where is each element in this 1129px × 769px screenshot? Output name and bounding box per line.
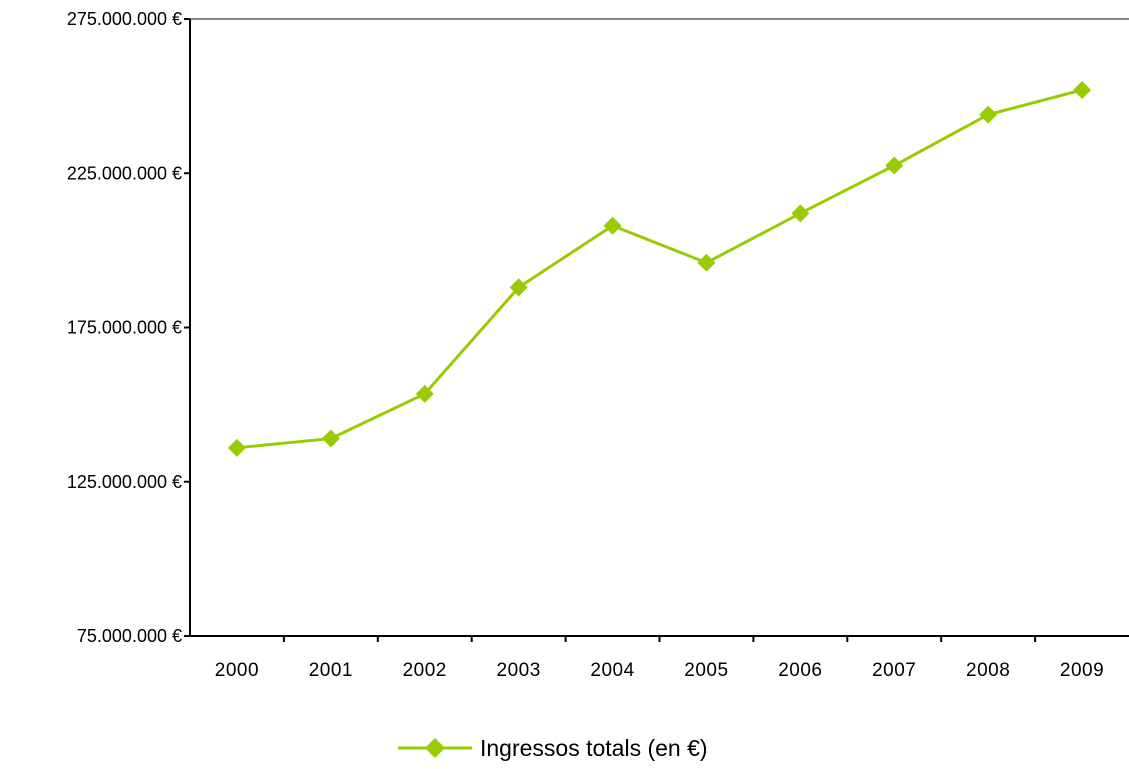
x-tick-label: 2007: [872, 660, 916, 681]
data-point-marker: [603, 216, 622, 235]
data-point-marker: [415, 384, 434, 403]
data-point-marker: [697, 253, 716, 272]
y-tick-label: 225.000.000 €: [67, 163, 182, 183]
legend-label: Ingressos totals (en €): [480, 735, 708, 761]
data-point-marker: [791, 204, 810, 223]
data-point-marker: [509, 278, 528, 297]
x-tick-label: 2002: [403, 660, 447, 681]
x-tick-label: 2004: [590, 660, 634, 681]
x-axis-ticks: 2000 2001 2002 2003 2004 2005 2006 2007 2008 2009: [215, 636, 1104, 681]
x-tick-label: 2003: [497, 660, 541, 681]
legend-diamond-marker: [425, 738, 445, 758]
x-tick-label: 2009: [1060, 660, 1104, 681]
data-point-marker: [1073, 80, 1092, 99]
series-line: [236, 88, 1083, 450]
x-tick-label: 2008: [966, 660, 1010, 681]
data-point-marker: [979, 105, 998, 124]
data-point-marker: [227, 438, 246, 457]
x-tick-label: 2005: [684, 660, 728, 681]
x-tick-label: 2006: [778, 660, 822, 681]
x-tick-label: 2001: [309, 660, 353, 681]
y-tick-label: 125.000.000 €: [67, 472, 182, 492]
data-point-marker: [885, 156, 904, 175]
y-axis-ticks: 75.000.000 € 125.000.000 € 175.000.000 € 22…: [67, 9, 190, 646]
y-tick-label: 275.000.000 €: [67, 9, 182, 29]
y-tick-label: 175.000.000 €: [67, 318, 182, 338]
x-tick-label: 2000: [215, 660, 259, 681]
series-layer: [227, 80, 1092, 457]
y-tick-label: 75.000.000 €: [77, 626, 182, 646]
legend: Ingressos totals (en €): [398, 735, 708, 761]
data-point-marker: [321, 429, 340, 448]
